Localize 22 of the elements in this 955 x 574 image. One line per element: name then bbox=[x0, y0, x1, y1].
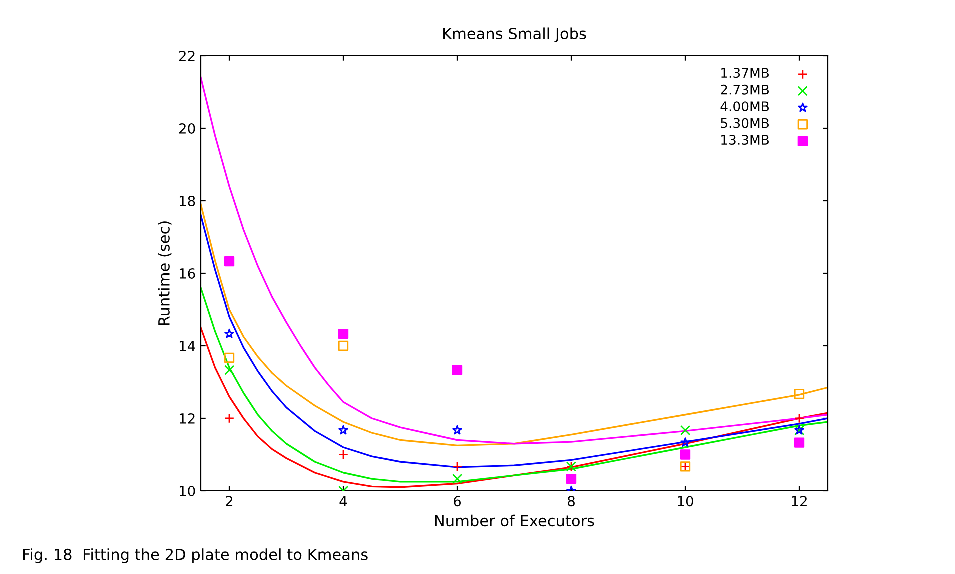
y-tick-label: 14 bbox=[180, 341, 196, 352]
x-tick-label: 10 bbox=[678, 496, 694, 507]
y-tick-label: 20 bbox=[179, 123, 196, 134]
y-tick-label: 12 bbox=[180, 413, 195, 424]
x-tick-label: 12 bbox=[792, 496, 807, 506]
y-tick-label: 10 bbox=[180, 486, 196, 496]
chart-title: Kmeans Small Jobs bbox=[444, 28, 586, 42]
x-tick-label: 2 bbox=[226, 496, 233, 506]
y-tick-label: 16 bbox=[180, 268, 196, 279]
legend-label: 1.37MB bbox=[722, 68, 770, 78]
legend-label: 13.3MB bbox=[722, 135, 770, 145]
x-tick-label: 4 bbox=[340, 496, 348, 506]
x-axis-title: Number of Executors bbox=[435, 514, 594, 527]
y-tick-label: 22 bbox=[179, 50, 195, 62]
y-axis-title: Runtime (sec) bbox=[158, 222, 172, 326]
x-tick-label: 6 bbox=[454, 496, 462, 507]
caption: Fig. 18 Fitting the 2D plate model to Kmeans bbox=[24, 548, 368, 564]
legend-label: 2.73MB bbox=[721, 84, 770, 95]
legend-label: 5.30MB bbox=[721, 118, 770, 128]
legend-label: 4.00MB bbox=[720, 102, 770, 112]
y-tick-label: 18 bbox=[180, 196, 196, 206]
x-tick-label: 8 bbox=[568, 496, 575, 507]
